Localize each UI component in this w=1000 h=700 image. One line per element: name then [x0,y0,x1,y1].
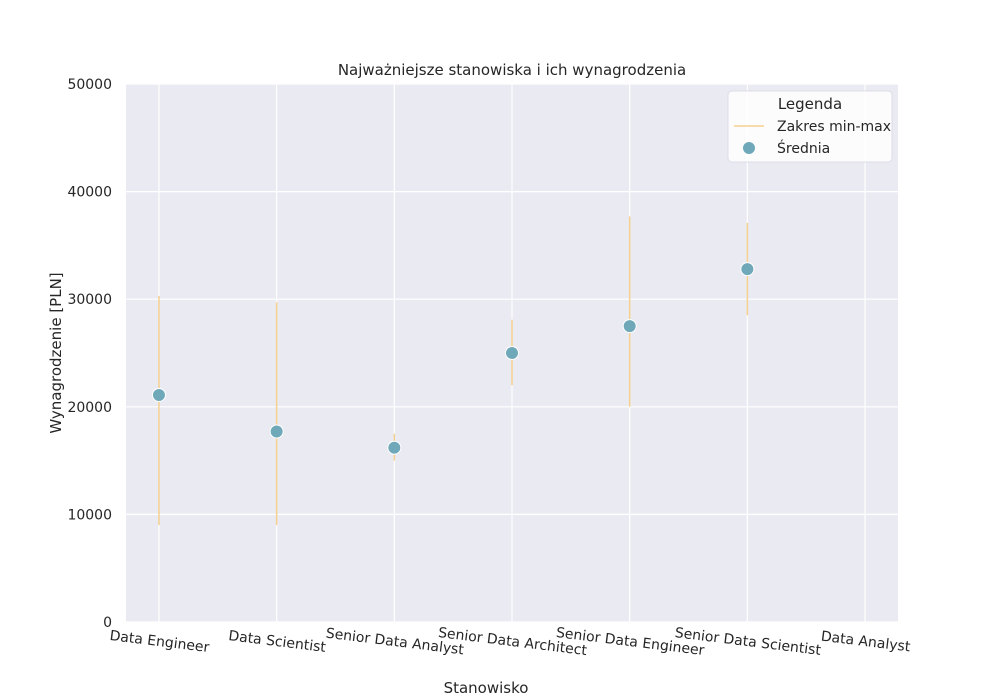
legend: Legenda Zakres min-max Średnia [727,90,893,163]
y-tick-label: 50000 [67,77,112,93]
mean-point [387,440,402,455]
legend-mean-swatch [742,141,756,155]
mean-point [622,319,637,334]
y-tick-labels: 0 10000 20000 30000 40000 50000 [67,77,112,631]
y-tick-label: 10000 [67,507,112,523]
mean-point [269,424,284,439]
y-tick-label: 30000 [67,292,112,308]
mean-point [740,262,755,277]
chart-title: Najważniejsze stanowiska i ich wynagrodz… [338,61,686,79]
mean-point [151,387,166,402]
legend-mean-label: Średnia [777,139,830,157]
x-tick-label: Data Analyst [820,629,912,656]
data-marks [151,216,755,526]
legend-box [727,90,893,163]
y-tick-label: 20000 [67,400,112,416]
x-tick-label: Data Engineer [109,628,211,656]
y-tick-label: 40000 [67,185,112,201]
x-tick-label: Data Scientist [228,628,328,656]
y-axis-label: Wynagrodzenie [PLN] [47,272,65,433]
legend-range-label: Zakres min-max [777,119,891,135]
legend-title: Legenda [778,95,842,113]
mean-point [505,346,519,360]
x-axis-label: Stanowisko [444,679,529,697]
y-tick-label: 0 [103,615,112,631]
